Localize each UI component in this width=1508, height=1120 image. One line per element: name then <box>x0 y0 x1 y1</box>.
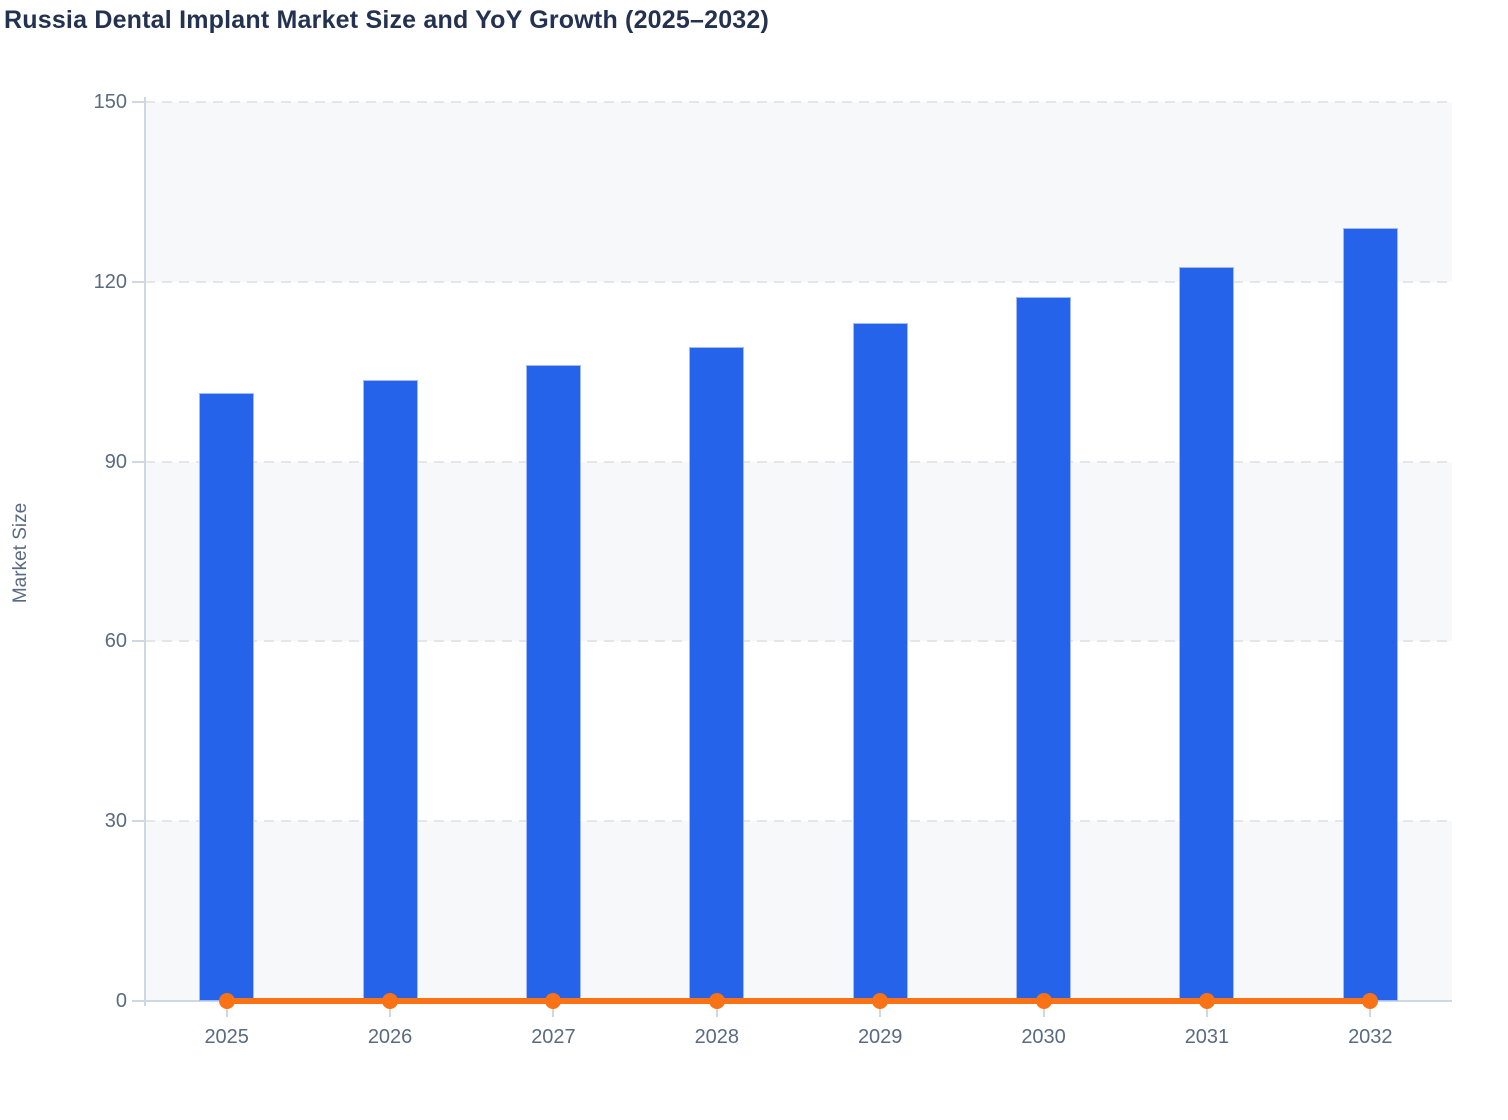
bar-2027[interactable] <box>525 364 581 1001</box>
gridline <box>145 640 1452 643</box>
y-tick-label: 90 <box>104 450 127 473</box>
y-axis-title: Market Size <box>10 502 31 604</box>
bar-2026[interactable] <box>362 380 418 1001</box>
x-tick-label: 2025 <box>204 1026 249 1048</box>
y-tick-label: 120 <box>93 270 127 293</box>
y-tick <box>132 460 145 463</box>
chart-title: Russia Dental Implant Market Size and Yo… <box>4 6 770 34</box>
x-tick-label: 2031 <box>1184 1026 1230 1048</box>
bar-2028[interactable] <box>689 347 745 1001</box>
plot-band <box>145 821 1452 1001</box>
bar-2025[interactable] <box>199 393 255 1001</box>
x-tick <box>225 1002 228 1017</box>
plot-band <box>145 102 1452 282</box>
yoy-growth-line[interactable] <box>226 998 1371 1004</box>
x-tick-label: 2028 <box>694 1026 740 1048</box>
y-tick <box>132 820 145 823</box>
y-tick <box>132 640 145 643</box>
y-tick <box>132 1000 145 1002</box>
bar-2032[interactable] <box>1342 228 1398 1001</box>
x-tick <box>715 1002 718 1017</box>
yoy-marker-2028[interactable] <box>708 993 725 1009</box>
y-tick-label: 0 <box>115 990 127 1012</box>
yoy-marker-2026[interactable] <box>382 993 399 1009</box>
x-tick-label: 2027 <box>531 1026 576 1048</box>
y-tick <box>132 101 145 103</box>
x-tick <box>1369 1002 1372 1017</box>
plot-band <box>145 461 1452 642</box>
gridline <box>145 101 1452 103</box>
gridline <box>145 820 1452 823</box>
y-tick-label: 30 <box>104 810 127 833</box>
x-tick <box>1042 1002 1045 1017</box>
y-axis-line <box>144 97 146 1006</box>
yoy-marker-2032[interactable] <box>1362 993 1379 1009</box>
y-tick <box>132 280 145 283</box>
x-tick-label: 2030 <box>1021 1026 1066 1048</box>
bar-2031[interactable] <box>1179 267 1235 1001</box>
x-tick <box>879 1002 882 1017</box>
x-tick-label: 2026 <box>367 1026 413 1048</box>
bar-2029[interactable] <box>852 323 908 1001</box>
yoy-marker-2027[interactable] <box>545 993 562 1009</box>
yoy-marker-2025[interactable] <box>218 993 235 1009</box>
gridline <box>145 460 1452 463</box>
yoy-marker-2031[interactable] <box>1198 993 1215 1009</box>
x-tick-label: 2032 <box>1348 1026 1393 1048</box>
x-tick <box>389 1002 392 1017</box>
x-tick <box>1205 1002 1208 1017</box>
yoy-marker-2029[interactable] <box>872 993 889 1009</box>
bar-2030[interactable] <box>1016 297 1072 1001</box>
x-tick-label: 2029 <box>857 1026 903 1048</box>
gridline <box>145 280 1452 283</box>
x-tick <box>552 1002 555 1017</box>
yoy-marker-2030[interactable] <box>1035 993 1052 1009</box>
y-tick-label: 60 <box>104 630 127 653</box>
y-tick-label: 150 <box>93 91 127 113</box>
